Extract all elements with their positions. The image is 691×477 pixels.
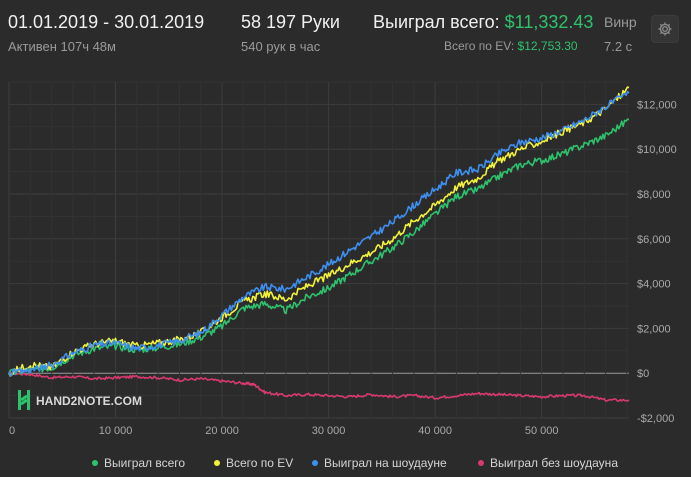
ev-total-value: $12,753.30 bbox=[517, 39, 578, 53]
x-tick-label: 0 bbox=[9, 425, 15, 437]
legend-item-ev[interactable]: Всего по EV bbox=[214, 456, 293, 470]
x-tick-label: 20 000 bbox=[205, 425, 239, 437]
legend-marker-ev bbox=[214, 460, 220, 466]
x-axis-ticks: 0 10 000 20 000 30 000 40 000 50 000 bbox=[9, 425, 559, 437]
y-tick-label: $12,000 bbox=[637, 99, 677, 111]
watermark-text: HAND2NOTE.COM bbox=[36, 394, 142, 408]
legend-item-non-showdown[interactable]: Выиграл без шоудауна bbox=[478, 456, 618, 470]
x-tick-label: 40 000 bbox=[418, 425, 452, 437]
x-tick-label: 10 000 bbox=[99, 425, 133, 437]
series-line-won bbox=[8, 118, 630, 376]
series-line-non-showdown bbox=[8, 371, 630, 403]
legend-label-non-showdown: Выиграл без шоудауна bbox=[490, 456, 618, 470]
legend-label-won: Выиграл всего bbox=[104, 456, 186, 470]
hands-count: 58 197 Руки bbox=[241, 12, 340, 32]
legend-label-showdown: Выиграл на шоудауне bbox=[324, 456, 447, 470]
gear-icon bbox=[658, 22, 672, 36]
y-tick-label: $8,000 bbox=[637, 189, 671, 201]
chart-legend: Выиграл всего Всего по EV Выиграл на шоу… bbox=[0, 454, 691, 474]
x-tick-label: 50 000 bbox=[525, 425, 559, 437]
legend-item-showdown[interactable]: Выиграл на шоудауне bbox=[312, 456, 447, 470]
legend-marker-showdown bbox=[312, 460, 318, 466]
ev-total: Всего по EV: $12,753.30 bbox=[444, 39, 578, 53]
hand2note-logo-icon bbox=[18, 390, 30, 410]
chart-series bbox=[8, 86, 630, 403]
y-tick-label: $6,000 bbox=[637, 234, 671, 246]
y-tick-label: -$2,000 bbox=[637, 413, 674, 425]
series-line-showdown bbox=[8, 90, 630, 377]
legend-marker-won bbox=[92, 460, 98, 466]
y-tick-label: $4,000 bbox=[637, 279, 671, 291]
chart-grid bbox=[8, 81, 629, 419]
won-total-label: Выиграл всего: bbox=[373, 12, 500, 32]
profit-chart: $12,000 $10,000 $8,000 $6,000 $4,000 $2,000 $0… bbox=[8, 81, 677, 437]
date-range: 01.01.2019 - 30.01.2019 bbox=[8, 12, 205, 32]
hands-per-hour: 540 рук в час bbox=[241, 39, 321, 54]
y-tick-label: $2,000 bbox=[637, 323, 671, 335]
y-tick-label: $10,000 bbox=[637, 144, 677, 156]
won-total: Выиграл всего: $11,332.43 bbox=[373, 12, 593, 33]
settings-button[interactable] bbox=[651, 15, 679, 43]
series-line-ev bbox=[8, 86, 630, 377]
y-tick-label: $0 bbox=[637, 368, 649, 380]
winrate-value: 7.2 с bbox=[604, 39, 633, 54]
legend-item-won[interactable]: Выиграл всего bbox=[92, 456, 185, 470]
legend-marker-non-showdown bbox=[478, 460, 484, 466]
won-total-value: $11,332.43 bbox=[504, 12, 594, 32]
x-tick-label: 30 000 bbox=[312, 425, 346, 437]
stats-header: 01.01.2019 - 30.01.2019 Активен 107ч 48м… bbox=[0, 0, 691, 70]
ev-total-label: Всего по EV: bbox=[444, 39, 515, 53]
winrate-label: Винр bbox=[604, 14, 637, 30]
active-time: Активен 107ч 48м bbox=[8, 39, 116, 54]
y-axis-ticks: $12,000 $10,000 $8,000 $6,000 $4,000 $2,000 $0… bbox=[637, 99, 677, 425]
hand2note-watermark: HAND2NOTE.COM bbox=[18, 390, 142, 410]
legend-label-ev: Всего по EV bbox=[226, 456, 294, 470]
